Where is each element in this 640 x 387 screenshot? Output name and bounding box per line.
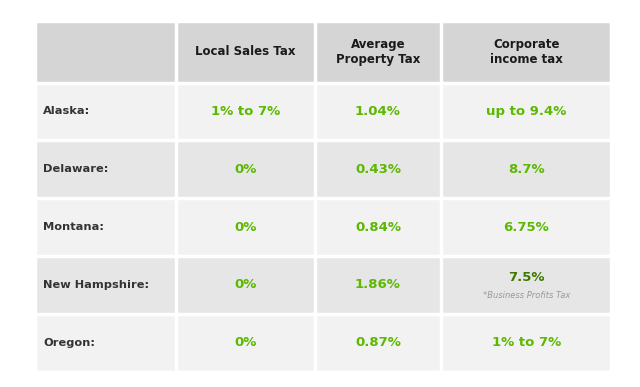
Text: 1% to 7%: 1% to 7% [211, 105, 280, 118]
FancyBboxPatch shape [35, 82, 611, 140]
Text: 0%: 0% [234, 163, 257, 176]
Text: 1.04%: 1.04% [355, 105, 401, 118]
Text: 0%: 0% [234, 278, 257, 291]
Text: Corporate
income tax: Corporate income tax [490, 38, 563, 66]
Text: 6.75%: 6.75% [504, 221, 549, 233]
Text: 1.86%: 1.86% [355, 278, 401, 291]
Text: Montana:: Montana: [43, 222, 104, 232]
Text: Average
Property Tax: Average Property Tax [336, 38, 420, 66]
Text: up to 9.4%: up to 9.4% [486, 105, 566, 118]
Text: Alaska:: Alaska: [43, 106, 90, 116]
Text: 0%: 0% [234, 221, 257, 233]
Text: 7.5%: 7.5% [508, 271, 545, 284]
Text: 0.43%: 0.43% [355, 163, 401, 176]
Text: 0.84%: 0.84% [355, 221, 401, 233]
Text: 8.7%: 8.7% [508, 163, 545, 176]
Text: Delaware:: Delaware: [43, 164, 108, 174]
Text: 0%: 0% [234, 336, 257, 349]
Text: 0.87%: 0.87% [355, 336, 401, 349]
FancyBboxPatch shape [35, 256, 611, 314]
FancyBboxPatch shape [35, 140, 611, 198]
Text: Oregon:: Oregon: [43, 337, 95, 348]
FancyBboxPatch shape [35, 314, 611, 372]
FancyBboxPatch shape [35, 21, 611, 82]
Text: 1% to 7%: 1% to 7% [492, 336, 561, 349]
FancyBboxPatch shape [35, 198, 611, 256]
Text: New Hampshire:: New Hampshire: [43, 280, 149, 290]
Text: Local Sales Tax: Local Sales Tax [195, 45, 296, 58]
Text: *Business Profits Tax: *Business Profits Tax [483, 291, 570, 300]
